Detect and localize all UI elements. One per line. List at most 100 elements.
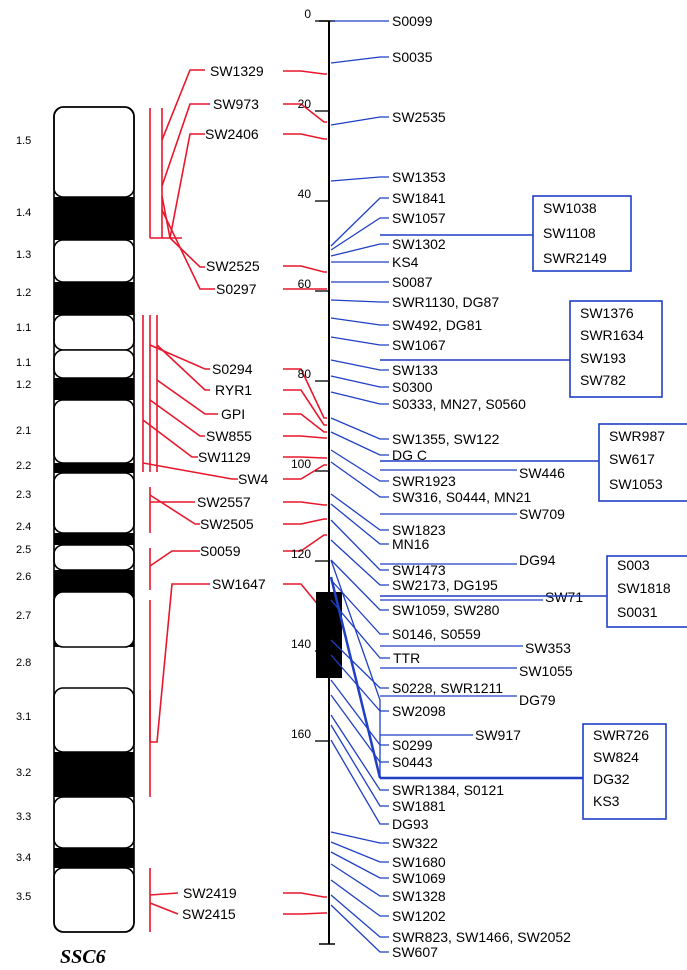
linkage-marker-sw917: SW917 [475,727,521,743]
linkage-marker-mn16: MN16 [392,536,430,552]
linkage-marker-dg79: DG79 [519,692,556,708]
cytogenetic-marker-s0297: S0297 [216,281,257,297]
linkage-connector [330,431,389,456]
linkage-connector [330,559,389,611]
chromosome-band [53,239,135,283]
chromosome-band [54,533,134,545]
linkage-connector [330,724,389,807]
cytogenetic-bracket [161,69,205,141]
chromosome-band [53,867,135,933]
band-label: 1.1 [16,357,31,369]
cytogenetic-bracket [156,379,218,415]
cytogenetic-marker-sw2525: SW2525 [206,258,260,274]
cytogenetic-bracket [149,108,182,239]
linkage-marker-sw1059-sw280: SW1059, SW280 [392,602,500,618]
marker-box-item: SW1818 [617,580,671,596]
linkage-connector [330,375,389,388]
linkage-connector [330,851,389,879]
linkage-connector [330,714,389,791]
linkage-connector [330,217,389,251]
band-label: 2.4 [16,521,31,533]
chromosome-title: SSC6 [60,946,106,968]
linkage-connector [330,904,389,953]
cytogenetic-marker-sw1647: SW1647 [212,576,266,592]
cytogenetic-connector [283,133,327,140]
cytogenetic-bracket [161,103,210,187]
marker-box-item: SWR987 [609,428,665,444]
marker-box-item: S003 [617,557,650,573]
cytogenetic-connector [283,456,327,459]
linkage-connector [330,116,389,126]
marker-box [582,723,667,820]
linkage-connector [330,391,389,405]
linkage-marker-dg-c: DG C [392,447,427,463]
linkage-marker-s0333-mn27-s0560: S0333, MN27, S0560 [392,396,526,412]
linkage-marker-s0300: S0300 [392,379,433,395]
linkage-marker-sw2173-dg195: SW2173, DG195 [392,577,498,593]
axis-tick-label: 140 [291,637,311,651]
marker-box-item: SW824 [593,749,639,765]
linkage-marker-dg94: DG94 [519,552,556,568]
cytogenetic-marker-ryr1: RYR1 [215,382,252,398]
band-label: 2.6 [16,571,31,583]
cytogenetic-bracket [169,133,205,239]
linkage-connector [330,493,389,531]
marker-box [532,195,632,272]
cytogenetic-connector [283,368,327,419]
marker-box-item: SWR2149 [543,250,607,266]
cytogenetic-connector [283,389,327,426]
linkage-connector [330,894,389,938]
chromosome-band [53,544,135,571]
band-label: 3.2 [16,767,31,779]
marker-box-item: DG32 [593,771,630,787]
linkage-connector [330,831,389,844]
linkage-marker-sw1328: SW1328 [392,888,446,904]
linkage-connector [330,56,389,64]
chromosome-band [54,463,134,473]
chromosome-band [54,570,134,592]
cytogenetic-bracket [149,344,210,370]
chromosome-band [53,591,135,648]
linkage-marker-sw71: SW71 [545,589,583,605]
marker-box-item: SWR726 [593,727,649,743]
cytogenetic-connector [283,464,327,480]
linkage-marker-sw1055: SW1055 [519,663,573,679]
band-label: 3.3 [16,811,31,823]
linkage-marker-s0087: S0087 [392,274,433,290]
chromosome-band [53,687,135,753]
linkage-connector [330,449,389,482]
cytogenetic-marker-sw4: SW4 [238,471,269,487]
cytogenetic-bracket [161,209,215,290]
chromosome-band [53,796,135,849]
band-label: 1.5 [16,135,31,147]
chromosome-outline [53,106,135,933]
linkage-connector [330,176,389,182]
band-label: 1.2 [16,379,31,391]
cytogenetic-bracket [149,868,179,932]
linkage-marker-sw1823: SW1823 [392,522,446,538]
cytogenetic-connector [283,518,327,525]
linkage-connector-thick [329,576,382,779]
band-labels: 1.5 1.4 1.3 1.2 1.1 1.1 1.2 2.1 2.2 2.3 2.4 2.5 2.6 2… [16,135,31,903]
linkage-marker-sw1302: SW1302 [392,236,446,252]
linkage-marker-swr1384-s0121: SWR1384, S0121 [392,782,504,798]
chromosome-band [53,349,135,379]
linkage-marker-swr1923: SWR1923 [392,473,456,489]
cytogenetic-bracket [142,462,238,480]
cytogenetic-connector [283,265,327,273]
chromosome-band [53,399,135,464]
band-label: 1.2 [16,287,31,299]
marker-box-item: SW193 [580,350,626,366]
cytogenetic-bracket [142,419,198,458]
linkage-connector [330,599,390,659]
linkage-marker-sw2535: SW2535 [392,109,446,125]
linkage-connectors: S0099 S0035 SW2535 SW1353 SW1841 SW1057 SW1302… [329,13,583,960]
linkage-marker-sw1841: SW1841 [392,190,446,206]
linkage-marker-s0099: S0099 [392,13,433,29]
cytogenetic-bracket [149,399,205,437]
cytogenetic-marker-gpi: GPI [221,406,245,422]
linkage-connector [330,519,389,571]
cytogenetic-marker-sw973: SW973 [213,96,259,112]
linkage-map-axis: 0 20 40 60 80 100 120 140 160 [291,7,342,945]
axis-tick-label: 60 [298,277,312,291]
